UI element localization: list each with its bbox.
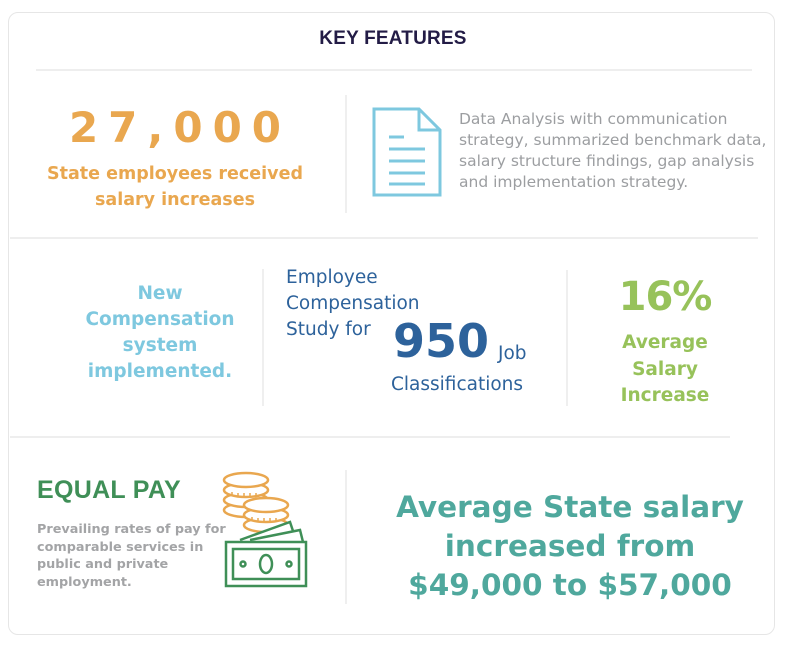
row2-bottom-divider [10,436,730,438]
equal-pay-description: Prevailing rates of pay for comparable s… [37,522,226,590]
equal-pay-title: EQUAL PAY [37,476,181,504]
row2-right-divider [566,270,568,406]
study-line-1: Employee [286,267,378,288]
salary-increase-label-line-1: Average [622,332,708,353]
compensation-study: Employee Compensation Study for 950 Job … [286,265,556,395]
row1-divider [345,95,347,213]
study-job-label: Job [498,343,527,364]
document-icon [372,107,442,197]
analysis-description: Data Analysis with communication strateg… [459,110,767,191]
new-system-text: New Compensation system implemented. [85,283,235,382]
average-salary-line-1: Average State salary [396,490,744,524]
study-line-3: Study for [286,319,371,340]
row2-left-divider [262,269,264,406]
salary-increase-label-line-3: Increase [620,385,710,406]
row3-divider [345,470,347,604]
salary-increase-label-line-2: Salary [632,358,698,380]
job-classification-count: 950 [393,314,490,368]
employees-label: State employees received salary increase… [47,164,303,210]
row1-bottom-divider [10,237,758,239]
page-title: KEY FEATURES [319,28,467,49]
average-salary-line-3: $49,000 to $57,000 [408,568,732,602]
key-features-card [8,12,775,635]
average-salary-statement: Average State salary increased from $49,… [370,488,770,605]
average-salary-line-2: increased from [444,529,696,563]
study-classifications-label: Classifications [391,374,524,395]
coins-and-cash-icon [220,470,310,588]
employees-count: 27,000 [68,103,292,152]
header-divider [36,69,752,71]
salary-increase-percent: 16% [618,274,713,320]
study-line-2: Compensation [286,293,420,314]
salary-increase-label: Average Salary Increase [590,330,740,410]
